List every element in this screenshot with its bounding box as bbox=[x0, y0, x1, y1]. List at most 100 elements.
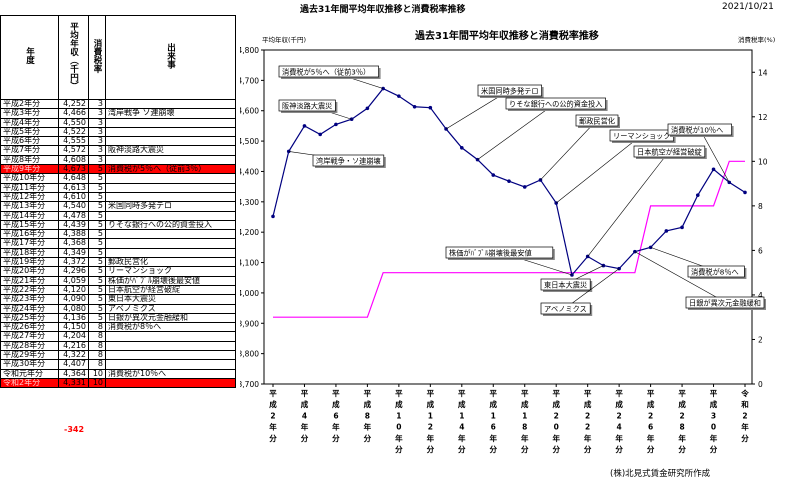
event-cell bbox=[105, 126, 236, 138]
income-point bbox=[680, 225, 684, 230]
year-cell: 平成10年分 bbox=[0, 173, 59, 184]
year-cell: 令和2年分 bbox=[0, 377, 59, 389]
annotation-box bbox=[477, 84, 542, 97]
income-point bbox=[271, 214, 275, 219]
income-cell: 4,080 bbox=[58, 303, 89, 314]
event-cell: 株価がﾊﾞﾌﾞﾙ崩壊後最安値 bbox=[105, 275, 236, 286]
annotation-text: 阪神淡路大震災 bbox=[282, 102, 332, 111]
tax-cell: 5 bbox=[88, 191, 106, 203]
event-cell: 東日本大震災 bbox=[105, 294, 236, 305]
tax-cell: 3 bbox=[88, 154, 106, 166]
year-cell: 平成3年分 bbox=[0, 108, 59, 119]
tax-cell: 5 bbox=[88, 182, 106, 193]
year-cell: 平成2年分 bbox=[0, 98, 59, 110]
event-cell bbox=[105, 182, 236, 193]
table-row: 平成20年分 4,296 5 リーマンショック bbox=[0, 266, 236, 277]
event-cell: 消費税が8％へ bbox=[105, 322, 236, 333]
income-cell: 4,522 bbox=[58, 126, 89, 138]
tax-cell: 10 bbox=[88, 368, 106, 379]
income-point bbox=[397, 94, 401, 98]
income-cell: 4,368 bbox=[58, 238, 89, 249]
event-cell bbox=[105, 349, 236, 361]
income-cell: 4,349 bbox=[58, 247, 89, 259]
event-cell: 米国同時多発テロ bbox=[105, 201, 236, 212]
y2-tick-label: 14 bbox=[758, 68, 768, 77]
income-point bbox=[428, 105, 433, 110]
income-point bbox=[570, 273, 574, 277]
table-row: 令和2年分 4,331 10 bbox=[0, 377, 236, 389]
event-cell bbox=[105, 340, 236, 352]
table-row: 令和元年分 4,364 10 消費税が10％へ bbox=[0, 368, 236, 379]
event-cell: 郵政民営化 bbox=[105, 257, 236, 268]
chart: 過去31年間平均年収推移と消費税率推移 平均年収(千円) 消費税率(%) 4,800 4… bbox=[240, 29, 775, 454]
year-cell: 平成22年分 bbox=[0, 284, 59, 296]
y2-tick-label: 4 bbox=[758, 291, 763, 300]
annotation-text: 湾岸戦争・ソ連崩壊 bbox=[316, 157, 381, 166]
y-axis-label: 平均年収(千円) bbox=[262, 35, 306, 44]
annotation-text: 消費税が10％へ bbox=[671, 126, 723, 135]
y-tick-label: 3,900 bbox=[240, 319, 259, 328]
year-cell: 平成21年分 bbox=[0, 275, 59, 286]
annotation-text: りそな銀行への公的資金投入 bbox=[509, 100, 602, 109]
event-cell bbox=[105, 117, 236, 128]
income-cell: 4,555 bbox=[58, 136, 89, 147]
year-cell: 平成14年分 bbox=[0, 210, 59, 221]
table-row: 平成19年分 4,372 5 郵政民営化 bbox=[0, 257, 236, 268]
year-cell: 平成16年分 bbox=[0, 229, 59, 240]
year-cell: 平成7年分 bbox=[0, 145, 59, 156]
income-cell: 4,296 bbox=[58, 266, 89, 277]
event-cell bbox=[105, 154, 236, 166]
table-row: 平成13年分 4,540 5 米国同時多発テロ bbox=[0, 201, 236, 212]
x-tick-label: 平成 2 4 年分 bbox=[615, 389, 623, 454]
table-row: 平成18年分 4,349 5 bbox=[0, 247, 236, 259]
income-cell: 4,322 bbox=[58, 349, 89, 361]
annotation-text: 米国同時多発テロ bbox=[481, 87, 539, 96]
income-cell: 4,610 bbox=[58, 191, 89, 203]
annotation-text: 消費税が5％へ（従前3％） bbox=[282, 68, 370, 77]
table-row: 平成11年分 4,613 5 bbox=[0, 182, 236, 193]
income-cell: 4,364 bbox=[58, 368, 89, 379]
income-cell: 4,136 bbox=[58, 312, 89, 324]
x-tick-label: 平成 4 年分 bbox=[301, 389, 309, 443]
event-cell bbox=[105, 238, 236, 249]
income-cell: 4,540 bbox=[58, 201, 89, 212]
tax-cell: 5 bbox=[88, 275, 106, 286]
x-tick-label: 平成 2 2 年分 bbox=[584, 389, 592, 454]
income-point bbox=[601, 263, 606, 268]
year-cell: 平成28年分 bbox=[0, 340, 59, 352]
table-row: 平成29年分 4,322 8 bbox=[0, 349, 236, 361]
income-cell: 4,608 bbox=[58, 154, 89, 166]
event-cell: アベノミクス bbox=[105, 303, 236, 314]
tax-cell: 3 bbox=[88, 126, 106, 138]
annotation-box bbox=[540, 302, 591, 315]
tax-cell: 5 bbox=[88, 219, 106, 231]
income-point bbox=[711, 167, 716, 172]
table-row: 平成9年分 4,673 5 消費税が5％へ（従前3％） bbox=[0, 164, 236, 175]
col-header-year: 年度 bbox=[0, 15, 59, 100]
chart-title: 過去31年間平均年収推移と消費税率推移 bbox=[414, 29, 599, 42]
table-row: 平成17年分 4,368 5 bbox=[0, 238, 236, 249]
income-cell: 4,613 bbox=[58, 182, 89, 193]
year-cell: 平成27年分 bbox=[0, 331, 59, 342]
income-cell: 4,216 bbox=[58, 340, 89, 352]
tax-cell: 5 bbox=[88, 284, 106, 296]
tax-cell: 5 bbox=[88, 238, 106, 249]
col-header-event: 出来事 bbox=[105, 15, 236, 100]
event-cell bbox=[105, 229, 236, 240]
y-tick-label: 4,500 bbox=[240, 137, 259, 146]
tax-cell: 8 bbox=[88, 340, 106, 352]
tax-cell: 5 bbox=[88, 266, 106, 277]
year-cell: 平成8年分 bbox=[0, 154, 59, 166]
table-row: 平成21年分 4,059 5 株価がﾊﾞﾌﾞﾙ崩壊後最安値 bbox=[0, 275, 236, 286]
tax-cell: 8 bbox=[88, 322, 106, 333]
event-cell: 阪神淡路大震災 bbox=[105, 145, 236, 156]
annotation-text: 東日本大震災 bbox=[544, 281, 587, 290]
year-cell: 平成19年分 bbox=[0, 257, 59, 268]
year-cell: 平成6年分 bbox=[0, 136, 59, 147]
event-cell bbox=[105, 377, 236, 389]
income-point bbox=[412, 104, 417, 109]
annotation-leader bbox=[477, 102, 556, 160]
tax-cell: 3 bbox=[88, 108, 106, 119]
x-tick-label: 平成 2 6 年分 bbox=[647, 389, 655, 454]
income-point bbox=[349, 117, 354, 122]
